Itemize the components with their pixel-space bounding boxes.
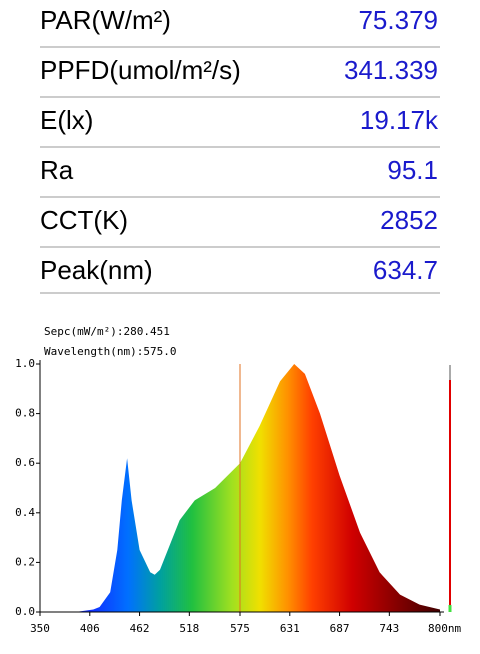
row-value: 341.339 <box>344 55 438 85</box>
readings-table: PAR(W/m²) 75.379 PPFD(umol/m²/s) 341.339 E(l… <box>40 5 440 294</box>
x-tick-label: 406 <box>80 622 100 635</box>
y-tick-label: 1.0 <box>15 357 35 370</box>
annotation: Sepc(mW/m²):280.451 <box>44 325 170 338</box>
row-label: CCT(K) <box>40 205 128 235</box>
x-tick-label: 575 <box>230 622 250 635</box>
row-value: 75.379 <box>358 5 438 35</box>
x-tick-label: 800nm <box>428 622 461 635</box>
row-label: PAR(W/m²) <box>40 5 171 35</box>
x-tick-label: 631 <box>280 622 300 635</box>
row-value: 95.1 <box>387 155 438 185</box>
y-tick-label: 0.6 <box>15 456 35 469</box>
annotation: Wavelength(nm):575.0 <box>44 345 176 358</box>
row-value: 2852 <box>380 205 438 235</box>
x-tick-label: 743 <box>379 622 399 635</box>
row-label: Ra <box>40 155 74 185</box>
x-tick-label: 518 <box>179 622 199 635</box>
y-tick-label: 0.2 <box>15 555 35 568</box>
y-tick-label: 0.8 <box>15 407 35 420</box>
x-tick-label: 462 <box>130 622 150 635</box>
y-tick-label: 0.0 <box>15 605 35 618</box>
x-tick-label: 687 <box>330 622 350 635</box>
row-label: PPFD(umol/m²/s) <box>40 55 241 85</box>
spectrum-chart: Sepc(mW/m²):280.451 Wavelength(nm):575.0 0… <box>15 325 461 635</box>
y-tick-label: 0.4 <box>15 506 35 519</box>
row-label: Peak(nm) <box>40 255 153 285</box>
x-tick-label: 350 <box>30 622 50 635</box>
row-value: 19.17k <box>360 105 439 135</box>
row-label: E(lx) <box>40 105 93 135</box>
row-value: 634.7 <box>373 255 438 285</box>
